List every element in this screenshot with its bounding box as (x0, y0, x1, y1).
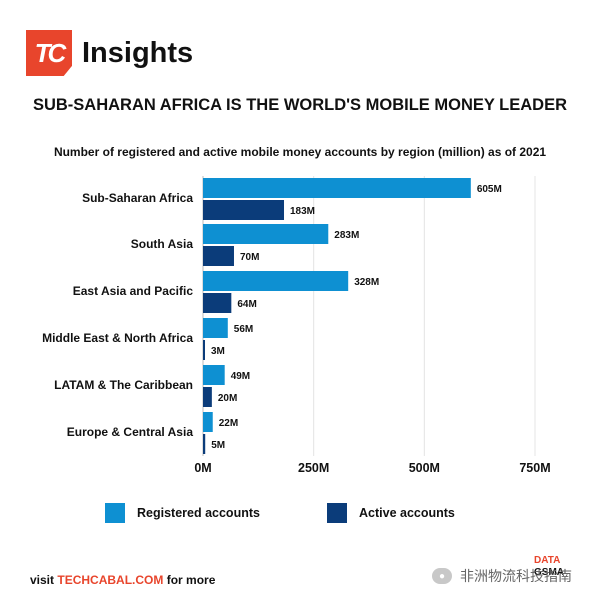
legend-label-active: Active accounts (359, 506, 455, 520)
data-label: 605M (477, 184, 502, 195)
bar-registered (203, 318, 228, 338)
bar-active (203, 246, 234, 266)
data-label: 64M (237, 299, 256, 310)
bar-active (203, 434, 206, 454)
chart-title: Number of registered and active mobile m… (53, 145, 547, 159)
bar-registered (203, 271, 349, 291)
legend-swatch-active (327, 503, 347, 523)
category-label: Sub-Saharan Africa (82, 191, 193, 205)
category-label: East Asia and Pacific (73, 284, 194, 298)
x-tick-label: 0M (194, 461, 211, 475)
legend-item-registered: Registered accounts (105, 503, 260, 523)
x-tick-label: 250M (298, 461, 329, 475)
bar-registered (203, 178, 471, 198)
bar-registered (203, 365, 225, 385)
category-label: Europe & Central Asia (67, 425, 194, 439)
x-tick-label: 750M (519, 461, 550, 475)
watermark: ● 非洲物流科技指南 (432, 566, 572, 586)
footer-suffix: for more (163, 573, 216, 587)
bar-registered (203, 224, 329, 244)
category-label: LATAM & The Caribbean (54, 378, 193, 392)
data-label: 3M (211, 346, 225, 357)
data-label: 328M (354, 277, 379, 288)
category-label: South Asia (131, 237, 194, 251)
bar-active (203, 293, 232, 313)
brand-name: Insights (82, 36, 194, 69)
source-label: DATA (534, 555, 561, 566)
source-name: GSMA (534, 567, 564, 578)
data-label: 5M (211, 440, 225, 451)
data-label: 49M (231, 371, 250, 382)
bar-active (203, 340, 205, 360)
x-tick-label: 500M (409, 461, 440, 475)
wechat-icon: ● (432, 568, 452, 584)
headline: SUB-SAHARAN AFRICA IS THE WORLD'S MOBILE… (32, 96, 568, 114)
category-label: Middle East & North Africa (42, 331, 193, 345)
data-label: 283M (334, 230, 359, 241)
data-label: 20M (218, 393, 237, 404)
legend-swatch-registered (105, 503, 125, 523)
bar-registered (203, 412, 213, 432)
bar-active (203, 387, 212, 407)
data-label: 22M (219, 418, 238, 429)
watermark-text: 非洲物流科技指南 (460, 569, 572, 585)
brand-logo: TC Insights (26, 30, 193, 76)
techcabal-logo-icon: TC (26, 30, 72, 76)
data-source: DATA GSMA (534, 555, 564, 579)
data-label: 183M (290, 206, 315, 217)
footer-visit-link[interactable]: visit TECHCABAL.COM for more (30, 573, 215, 587)
footer-site[interactable]: TECHCABAL.COM (57, 573, 164, 587)
legend-label-registered: Registered accounts (137, 506, 260, 520)
legend-item-active: Active accounts (327, 503, 455, 523)
bar-active (203, 200, 285, 220)
data-label: 56M (234, 324, 253, 335)
data-label: 70M (240, 252, 259, 263)
footer-prefix: visit (30, 573, 58, 587)
